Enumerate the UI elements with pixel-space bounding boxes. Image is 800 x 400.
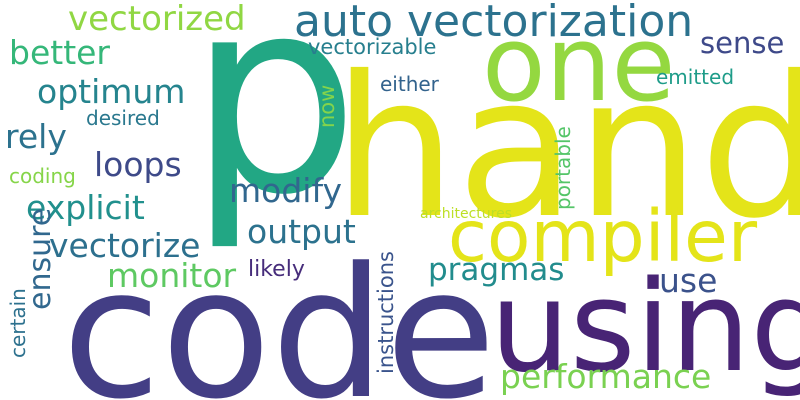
word-sense: sense <box>700 26 785 60</box>
word-p: p <box>188 0 360 254</box>
word-coding: coding <box>9 164 76 188</box>
word-one: one <box>482 3 676 125</box>
word-now: now <box>315 84 339 128</box>
word-either: either <box>380 72 439 96</box>
word-emitted: emitted <box>656 65 735 89</box>
word-likely: likely <box>248 257 305 282</box>
word-code: code <box>62 230 497 400</box>
word-explicit: explicit <box>26 188 145 227</box>
word-performance: performance <box>500 357 712 396</box>
word-vectorizable: vectorizable <box>308 35 437 59</box>
word-architectures: architectures <box>420 206 513 222</box>
word-ensure: ensure <box>23 207 58 310</box>
word-loops: loops <box>94 145 182 184</box>
word-desired: desired <box>86 106 160 130</box>
word-vectorize: vectorize <box>49 226 201 265</box>
word-optimum: optimum <box>37 72 186 111</box>
word-vectorized: vectorized <box>68 0 246 39</box>
word-using: using <box>490 253 800 400</box>
word-hand: hand <box>333 34 800 261</box>
word-certain: certain <box>6 288 30 358</box>
word-auto-vectorization: auto vectorization <box>294 0 694 47</box>
word-rely: rely <box>5 117 67 156</box>
word-modify: modify <box>229 171 343 210</box>
word-portable: portable <box>551 126 575 210</box>
word-instructions: instructions <box>374 251 398 374</box>
word-monitor: monitor <box>107 256 237 295</box>
word-pragmas: pragmas <box>428 252 565 288</box>
word-use: use <box>659 261 718 300</box>
word-compiler: compiler <box>448 195 758 278</box>
word-better: better <box>9 33 110 72</box>
word-output: output <box>247 212 356 251</box>
